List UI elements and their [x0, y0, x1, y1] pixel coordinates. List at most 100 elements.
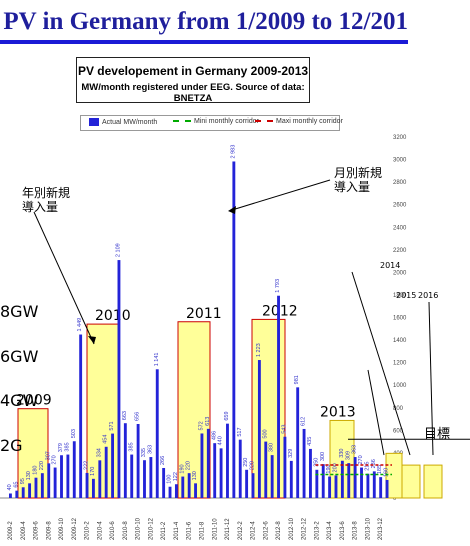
bar-value-33: 440	[218, 436, 224, 445]
bar-value-48: 250	[313, 458, 319, 467]
bar-value-15: 454	[103, 435, 109, 444]
bar-1	[15, 490, 19, 498]
bar-value-28: 220	[186, 461, 192, 470]
bar-14	[98, 460, 102, 498]
bar-value-46: 612	[301, 417, 307, 426]
y-tick-label: 1600	[393, 316, 407, 322]
bar-value-55: 270	[358, 455, 364, 464]
bar-6	[47, 463, 51, 498]
bar-21	[143, 460, 146, 498]
bar-39	[257, 360, 261, 498]
y-tick-label: 3200	[393, 135, 407, 141]
chart-legend: Actual MW/month Mini monthly corridor Ma…	[80, 115, 343, 131]
annual-label-2016: 2016	[418, 291, 438, 300]
x-tick-label: 2011-10	[212, 518, 218, 540]
y-tick-label: 2800	[393, 180, 407, 186]
bar-50	[328, 476, 332, 498]
y-tick-label: 1800	[393, 293, 407, 299]
leader-2015	[351, 271, 411, 456]
bar-value-22: 363	[147, 445, 153, 454]
bar-value-32: 486	[211, 431, 217, 440]
bar-38	[251, 473, 255, 498]
bar-13	[91, 478, 95, 498]
bar-30	[200, 433, 204, 498]
bar-22	[149, 457, 153, 498]
x-tick-label: 2010-12	[148, 517, 154, 540]
bar-value-10: 503	[71, 429, 77, 438]
annual-label-2014: 2014	[380, 261, 400, 270]
bar-value-26: 122	[173, 472, 179, 481]
bar-value-19: 385	[128, 442, 134, 451]
bar-40	[264, 441, 268, 498]
annual-new-label: 年別新規 導入量	[22, 186, 70, 214]
x-tick-label: 2012-2	[238, 521, 244, 540]
bar-46	[302, 428, 306, 498]
legend-actual: Actual MW/month	[89, 118, 157, 126]
bar-35	[232, 161, 236, 498]
bar-3	[28, 483, 32, 498]
bar-value-21: 335	[141, 448, 147, 457]
x-tick-label: 2010-6	[110, 521, 116, 540]
x-tick-label: 2012-10	[289, 517, 295, 540]
bar-value-42: 1 793	[275, 279, 281, 293]
bar-value-17: 2 109	[116, 243, 122, 257]
annual-label-2013: 2013	[320, 404, 356, 420]
bar-value-9: 385	[64, 442, 70, 451]
annual-arrow-head	[88, 336, 96, 344]
y-tick-label: 2600	[393, 203, 407, 209]
bar-value-43: 543	[281, 425, 287, 434]
bar-value-29: 130	[192, 471, 198, 480]
annual-label-2015: 2015	[396, 291, 416, 300]
bar-value-36: 517	[237, 427, 243, 436]
x-tick-label: 2011-2	[161, 521, 167, 540]
y-tick-label: 1400	[393, 338, 407, 344]
bar-value-18: 663	[122, 411, 128, 420]
bar-value-39: 1 223	[256, 343, 262, 357]
bar-18	[123, 423, 127, 498]
legend-swatch-min	[173, 120, 191, 123]
bar-23	[155, 369, 159, 498]
y-tick-label: 800	[393, 406, 404, 412]
bar-value-14: 334	[96, 448, 102, 457]
bar-17	[117, 260, 121, 498]
y-tick-label: 0	[393, 496, 397, 502]
bar-24	[162, 467, 166, 498]
bar-value-0: 40	[7, 484, 13, 490]
annual-label-2011: 2011	[186, 306, 222, 322]
x-tick-label: 2012-8	[276, 521, 282, 540]
monthly-arrow-head	[228, 206, 236, 214]
x-tick-label: 2013-8	[353, 521, 359, 540]
bar-2	[21, 487, 25, 498]
target-label: 目標	[424, 427, 451, 442]
bar-45	[296, 387, 300, 498]
monthly-new-label: 月別新規 導入量	[334, 166, 382, 194]
bar-value-24: 266	[160, 456, 166, 465]
x-tick-label: 2011-6	[187, 521, 193, 540]
legend-min-label: Mini monthly corridor	[194, 118, 259, 125]
bar-value-27: 190	[179, 464, 185, 473]
x-tick-label: 2013-10	[365, 517, 371, 540]
banner-title: onthly Solar PV in Germany from 1/2009 t…	[0, 8, 470, 42]
bar-value-5: 220	[39, 461, 45, 470]
annual-label-2009: 2009	[16, 393, 52, 409]
bar-41	[270, 455, 274, 498]
bar-44	[289, 460, 293, 498]
bar-value-35: 2 983	[230, 145, 236, 159]
x-tick-label: 2009-8	[46, 521, 52, 540]
chart-title-box: PV developement in Germany 2009-2013 MW/…	[76, 57, 310, 104]
gw8-label: 8GW	[0, 302, 39, 321]
bar-value-11: 1 449	[77, 318, 83, 332]
bar-55	[360, 467, 363, 498]
bar-8	[60, 455, 63, 498]
bar-value-54: 363	[352, 445, 358, 454]
bar-value-20: 656	[135, 412, 141, 421]
x-tick-label: 2013-2	[314, 521, 320, 540]
bar-33	[219, 448, 223, 498]
annual-label-2010: 2010	[95, 308, 131, 324]
bar-10	[72, 441, 76, 498]
bar-value-8: 379	[58, 443, 64, 452]
annual-box-2015	[401, 464, 421, 499]
bar-47	[309, 448, 312, 498]
x-tick-label: 2012-6	[263, 521, 269, 540]
bar-value-23: 1 141	[154, 353, 160, 367]
